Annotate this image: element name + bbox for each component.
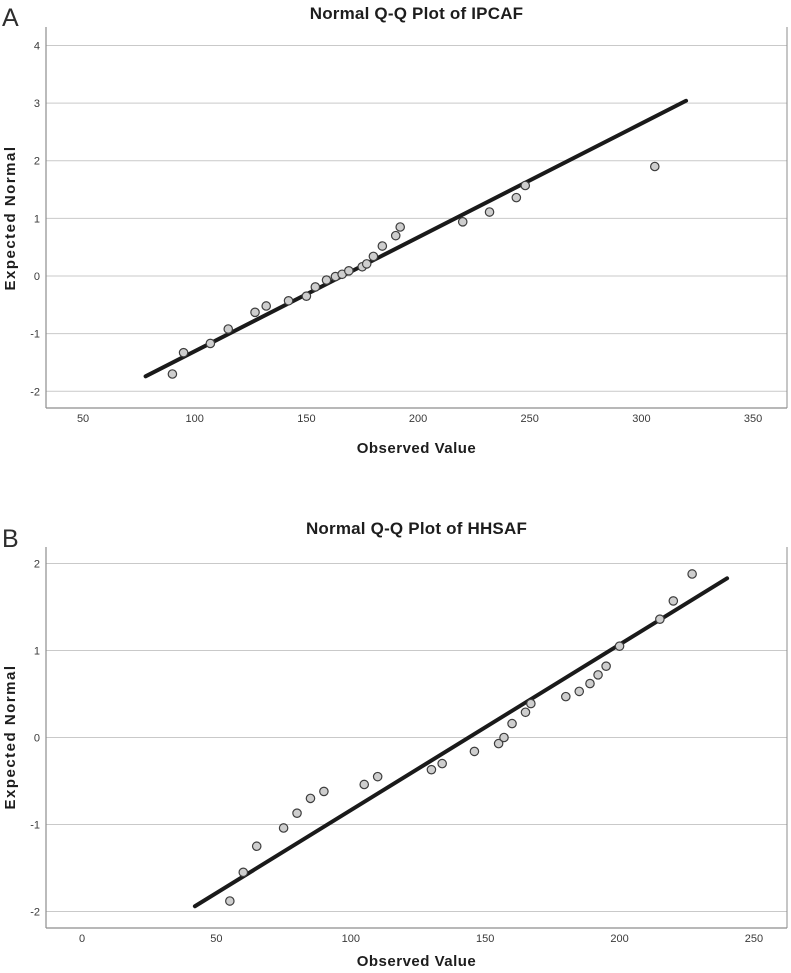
x-tick-label: 50 [210, 933, 222, 945]
data-point [614, 641, 625, 651]
data-point [649, 161, 660, 172]
y-tick-label: 2 [34, 156, 40, 168]
y-tick-label: 1 [34, 646, 40, 658]
data-point [344, 266, 354, 276]
data-point [319, 786, 329, 797]
data-point [426, 764, 437, 775]
data-point [372, 771, 383, 782]
data-point [225, 896, 235, 906]
data-point [167, 369, 178, 379]
panel-label-a: A [2, 4, 19, 32]
normal-reference-line [192, 576, 730, 909]
data-point [178, 347, 189, 358]
x-tick-label: 0 [79, 933, 85, 945]
y-tick-label: 0 [34, 733, 40, 745]
data-point [499, 732, 509, 743]
data-point [526, 698, 536, 709]
panel-label-b: B [2, 525, 19, 553]
y-tick-label: -1 [30, 329, 40, 341]
x-tick-label: 100 [186, 413, 204, 425]
x-tick-label: 150 [476, 933, 494, 945]
data-point [261, 301, 272, 311]
data-point [484, 207, 495, 217]
x-tick-label: 150 [297, 413, 315, 425]
data-point [668, 596, 679, 606]
x-tick-label: 100 [342, 933, 360, 945]
data-point [687, 569, 697, 579]
x-tick-label: 50 [77, 413, 89, 425]
data-point [520, 180, 531, 191]
x-tick-label: 300 [632, 413, 650, 425]
data-point [377, 241, 388, 251]
qq-plot-canvas-b: 0 50 100 150 200 250 -2 -1 0 1 2 [30, 547, 788, 945]
data-point [361, 259, 372, 269]
data-point [507, 718, 517, 729]
data-point [395, 222, 405, 232]
data-point [250, 307, 260, 318]
data-point [437, 758, 447, 769]
x-tick-label: 250 [745, 933, 763, 945]
data-point [585, 678, 595, 689]
data-point [511, 192, 522, 203]
x-tick-label: 200 [409, 413, 427, 425]
y-tick-label: 0 [34, 271, 40, 283]
data-point [390, 230, 401, 241]
data-point [251, 841, 262, 852]
x-tick-label: 250 [521, 413, 539, 425]
x-axis-label-b: Observed Value [356, 953, 477, 970]
chart-title-a: Normal Q-Q Plot of IPCAF [309, 4, 524, 23]
y-tick-label: -1 [30, 819, 40, 831]
x-tick-label: 350 [744, 413, 762, 425]
normal-reference-line [143, 98, 689, 379]
chart-title-b: Normal Q-Q Plot of HHSAF [305, 519, 528, 538]
data-point [292, 808, 302, 818]
y-tick-label: 3 [34, 98, 40, 110]
y-tick-label: -2 [30, 386, 40, 398]
data-point [601, 661, 611, 671]
x-tick-label: 200 [610, 933, 628, 945]
data-point [457, 217, 468, 227]
data-point [561, 691, 571, 702]
data-point [283, 295, 294, 306]
data-point [223, 324, 234, 334]
data-point [655, 614, 665, 624]
data-point [359, 779, 370, 790]
y-tick-label: 1 [34, 213, 40, 225]
data-point [321, 275, 332, 285]
y-tick-label: 4 [34, 40, 40, 52]
data-point [469, 746, 480, 757]
qq-plot-canvas-a: 50 100 150 200 250 300 350 -2 -1 0 1 2 3 4 [30, 27, 788, 425]
data-point [310, 282, 321, 292]
y-tick-label: -2 [30, 906, 40, 918]
data-point [305, 793, 316, 804]
data-point [238, 867, 249, 878]
data-point [368, 251, 379, 262]
data-point [205, 338, 216, 349]
data-point [493, 738, 504, 749]
data-point [574, 686, 585, 697]
y-tick-label: 2 [34, 559, 40, 571]
data-point [301, 291, 312, 301]
data-point [593, 670, 603, 680]
data-point [520, 707, 531, 718]
data-point [278, 823, 289, 833]
x-axis-label-a: Observed Value [356, 440, 477, 457]
